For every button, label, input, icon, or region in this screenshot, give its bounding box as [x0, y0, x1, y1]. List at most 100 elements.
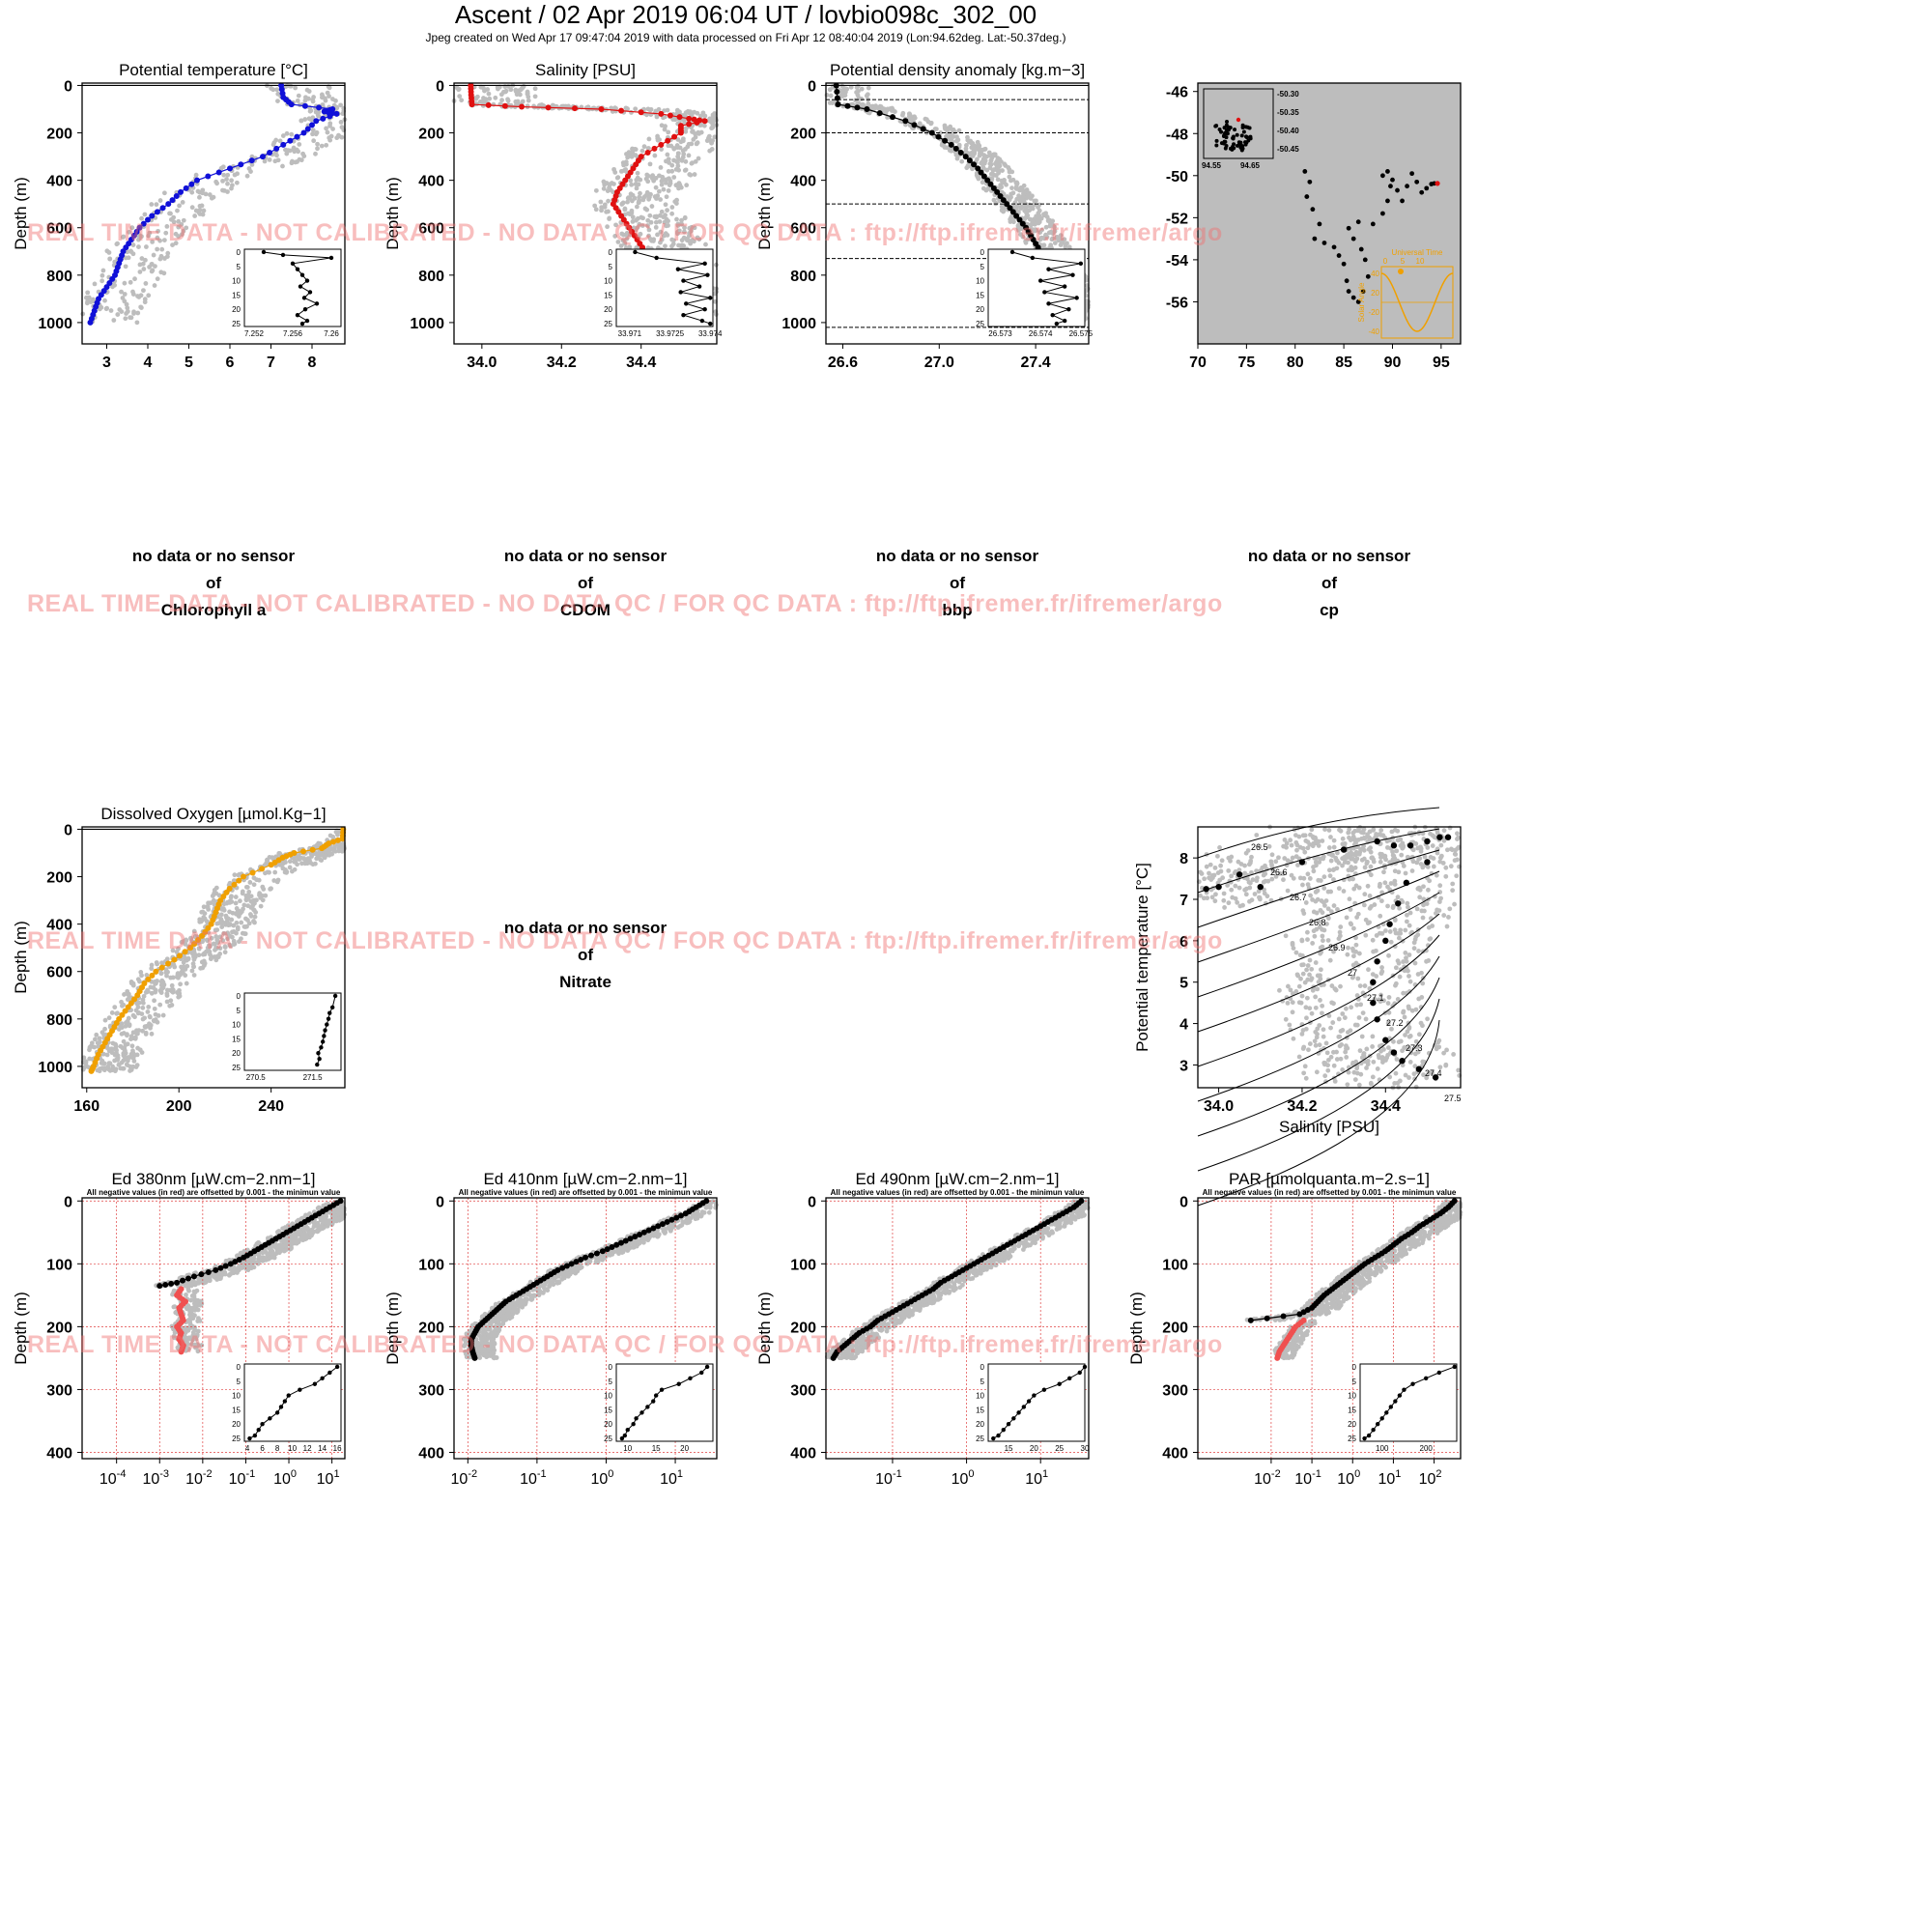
- background-point: [94, 1032, 99, 1037]
- background-point: [179, 232, 185, 237]
- background-point: [669, 211, 675, 216]
- background-point: [233, 895, 239, 899]
- inset-point: [1066, 307, 1071, 312]
- background-point: [485, 87, 491, 92]
- background-point: [611, 166, 616, 172]
- background-point: [987, 161, 993, 166]
- background-point: [224, 177, 229, 182]
- background-point: [664, 223, 669, 229]
- background-point: [170, 242, 175, 248]
- background-point: [139, 973, 144, 979]
- background-point: [99, 272, 105, 278]
- inset-point: [320, 1376, 325, 1381]
- profile-point: [259, 866, 266, 872]
- background-point: [189, 968, 195, 974]
- background-point: [221, 921, 227, 925]
- background-point: [137, 270, 143, 274]
- background-point: [275, 877, 281, 883]
- inset-point: [681, 278, 686, 283]
- background-point: [965, 134, 970, 140]
- background-point: [292, 858, 298, 864]
- background-point: [619, 202, 625, 207]
- profile-point: [159, 205, 166, 212]
- background-point: [152, 1006, 157, 1011]
- profile-point: [183, 185, 189, 191]
- background-point: [220, 187, 225, 193]
- xtick-label: 34.0: [467, 355, 497, 371]
- background-point: [213, 957, 219, 963]
- profile-point: [194, 177, 200, 184]
- profile-point: [205, 173, 212, 180]
- inset-point: [675, 267, 681, 271]
- background-point: [311, 95, 317, 99]
- background-point: [297, 142, 302, 147]
- background-point: [880, 106, 886, 111]
- background-point: [221, 907, 227, 913]
- background-point: [110, 1040, 116, 1046]
- background-point: [202, 962, 207, 968]
- background-point: [244, 173, 250, 179]
- background-point: [709, 147, 715, 152]
- background-point: [525, 103, 530, 109]
- background-point: [477, 99, 483, 104]
- background-point: [195, 1307, 201, 1313]
- background-point: [249, 162, 255, 167]
- background-point: [653, 185, 659, 190]
- background-point: [514, 92, 520, 98]
- background-point: [247, 880, 253, 885]
- background-point: [330, 127, 335, 131]
- background-point: [187, 1320, 193, 1325]
- background-point: [648, 106, 654, 112]
- background-point: [102, 1017, 108, 1023]
- profile-point: [236, 877, 242, 884]
- background-point: [173, 241, 179, 246]
- ytick-label: 0: [808, 78, 816, 95]
- profile-point: [651, 145, 658, 152]
- background-point: [112, 259, 118, 265]
- background-point: [128, 315, 133, 321]
- background-point: [319, 143, 325, 149]
- background-point: [655, 193, 661, 199]
- background-point: [92, 281, 98, 287]
- background-point: [293, 159, 298, 165]
- background-point: [159, 246, 165, 252]
- background-point: [154, 960, 159, 965]
- background-point: [306, 116, 312, 122]
- background-point: [245, 918, 250, 923]
- background-point: [125, 249, 130, 255]
- background-point: [274, 87, 280, 93]
- background-point: [606, 198, 611, 204]
- background-point: [153, 1011, 158, 1017]
- background-point: [225, 172, 231, 178]
- background-point: [604, 209, 610, 214]
- background-point: [987, 165, 993, 171]
- background-point: [163, 970, 169, 976]
- background-point: [147, 1013, 153, 1019]
- background-point: [250, 902, 256, 908]
- background-point: [702, 113, 708, 119]
- background-point: [693, 131, 697, 136]
- background-point: [142, 1015, 148, 1021]
- background-point: [695, 235, 700, 241]
- background-point: [141, 267, 147, 271]
- profile-point: [638, 109, 644, 116]
- inset-point: [268, 1416, 272, 1421]
- background-point: [197, 194, 202, 200]
- background-point: [689, 224, 695, 230]
- background-point: [658, 229, 664, 235]
- background-point: [159, 960, 164, 966]
- background-point: [602, 205, 608, 210]
- background-point: [706, 1209, 712, 1215]
- background-point: [310, 99, 316, 104]
- background-point: [115, 1010, 120, 1016]
- background-point: [866, 85, 871, 91]
- xtick-label: 10-4: [99, 1468, 127, 1488]
- background-point: [149, 202, 155, 207]
- background-point: [698, 113, 703, 119]
- background-point: [225, 181, 230, 186]
- background-point: [682, 113, 688, 119]
- background-point: [184, 957, 189, 963]
- background-point: [145, 987, 151, 993]
- background-point: [120, 235, 126, 240]
- background-point: [508, 102, 514, 108]
